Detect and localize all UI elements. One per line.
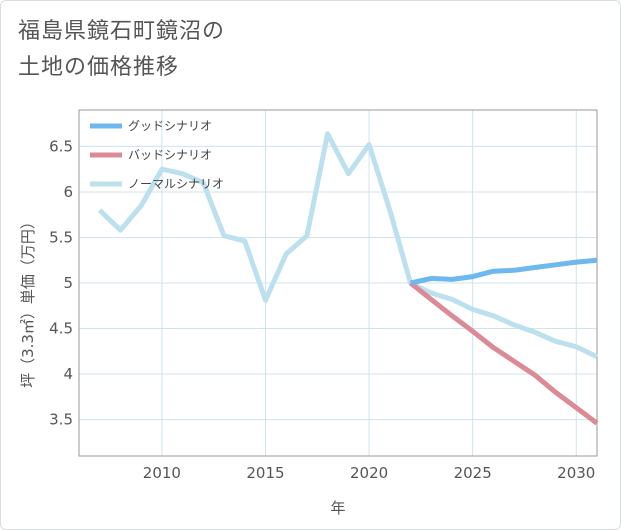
legend-item-0[interactable]: グッドシナリオ [90,119,212,133]
y-tick-label: 6 [63,183,73,201]
chart-title-line1: 福島県鏡石町鏡沼の [18,19,226,44]
x-tick-label: 2015 [246,464,284,482]
plot-area [78,109,598,457]
x-axis-label: 年 [330,499,345,517]
y-tick-label: 5.5 [49,228,73,246]
y-tick-labels: 3.5 4 4.5 5 5.5 6 6.5 [49,137,73,428]
chart-title: 福島県鏡石町鏡沼の 土地の価格推移 [18,14,225,86]
x-tick-label: 2020 [350,464,388,482]
x-tick-labels: 2010 2015 2020 2025 2030 [143,464,596,482]
legend-label: ノーマルシナリオ [128,177,224,191]
y-tick-label: 4 [63,365,73,383]
series-lines [97,131,599,426]
y-axis-label: 坪（3.3㎡）単価（万円） [19,214,37,388]
series-line-0 [409,257,598,286]
y-tick-label: 4.5 [49,320,73,338]
chart-title-line2: 土地の価格推移 [18,55,180,80]
x-tick-label: 2025 [454,464,492,482]
y-tick-label: 5 [63,274,73,292]
legend-label: グッドシナリオ [128,119,212,133]
legend-label: バッドシナリオ [128,148,212,162]
x-tick-label: 2010 [143,464,181,482]
series-line-1 [408,281,599,426]
y-tick-label: 6.5 [49,137,73,155]
legend-item-2[interactable]: ノーマルシナリオ [90,177,224,191]
y-tick-label: 3.5 [49,411,73,429]
series-line-2 [97,131,599,360]
legend-item-1[interactable]: バッドシナリオ [90,148,212,162]
x-tick-label: 2030 [557,464,595,482]
